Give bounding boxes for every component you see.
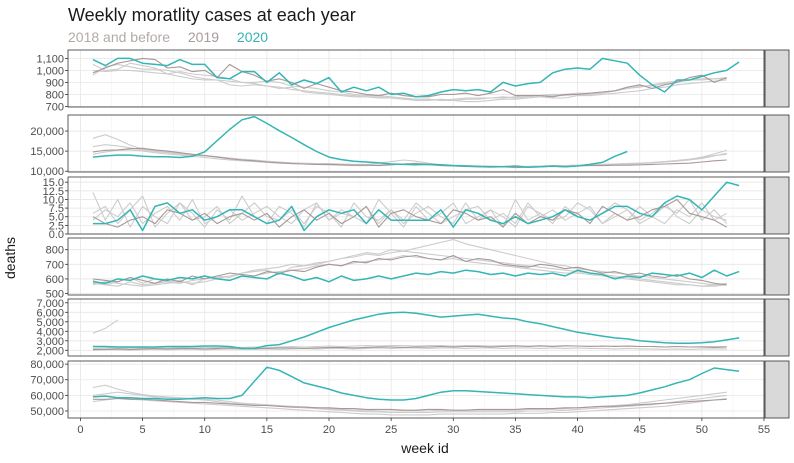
y-tick-label: 1,000 (36, 65, 64, 77)
x-tick-label: 10 (199, 424, 211, 436)
y-tick-label: 2.5 (49, 220, 64, 232)
y-tick-label: 15,000 (30, 146, 64, 158)
legend-label-2019: 2019 (187, 29, 220, 45)
y-tick-label: 5.0 (49, 212, 64, 224)
y-tick-label: 12.5 (43, 186, 64, 198)
y-tick-label: 5,000 (36, 317, 64, 329)
facet-strip (764, 176, 790, 235)
x-tick-label: 15 (261, 424, 273, 436)
series-line-before-2 (92, 347, 727, 351)
y-tick-label: 700 (46, 101, 64, 113)
y-tick-label: 800 (46, 89, 64, 101)
y-tick-label: 6,000 (36, 307, 64, 319)
series-line-before-2 (92, 69, 727, 101)
x-tick-label: 35 (509, 424, 521, 436)
legend-label-2020: 2020 (236, 29, 269, 45)
x-tick-label: 0 (77, 424, 83, 436)
series-line-2019 (92, 397, 727, 411)
series-line-before-1 (92, 63, 727, 103)
panel-background (68, 361, 764, 418)
series-group (92, 238, 740, 287)
series-line-2019 (92, 57, 727, 98)
series-line-before-0 (92, 238, 727, 286)
series-group (92, 57, 740, 103)
series-group (92, 181, 740, 232)
y-tick-label: 600 (46, 274, 64, 286)
series-line-before-0 (92, 384, 727, 412)
legend-label-before: 2018 and before (68, 29, 170, 45)
y-tick-label: 4,000 (36, 326, 64, 338)
x-tick-label: 50 (696, 424, 708, 436)
y-axis-title: deaths (2, 237, 18, 279)
y-tick-label: 700 (46, 259, 64, 271)
panel-2: 0.02.55.07.510.012.515.0Liechtenstein (43, 176, 790, 241)
y-tick-label: 80,000 (30, 359, 64, 371)
series-line-2019 (92, 345, 727, 350)
facet-strip (764, 49, 790, 108)
y-tick-label: 10.0 (43, 194, 64, 206)
y-tick-label: 900 (46, 77, 64, 89)
series-line-2020 (92, 57, 740, 98)
legend: 2018 and before 2019 2020 (68, 29, 282, 45)
series-group (92, 115, 727, 169)
panel-background (68, 177, 764, 234)
y-tick-label: 500 (46, 289, 64, 301)
y-tick-label: 10,000 (30, 166, 64, 178)
y-tick-label: 70,000 (30, 375, 64, 387)
panel-border (67, 298, 765, 357)
series-group (92, 366, 740, 416)
series-line-2019 (92, 198, 727, 228)
series-line-2020 (92, 311, 740, 350)
series-line-2020 (92, 115, 628, 168)
panel-border (67, 49, 765, 108)
series-line-before-2 (92, 397, 727, 416)
y-tick-label: 60,000 (30, 390, 64, 402)
x-tick-label: 40 (571, 424, 583, 436)
y-tick-label: 3,000 (36, 336, 64, 348)
panel-3: 500600700800New Zealand (46, 237, 790, 301)
series-line-2020 (92, 181, 740, 232)
series-line-2020 (92, 366, 740, 401)
series-group (92, 311, 740, 351)
x-tick-label: 25 (385, 424, 397, 436)
panel-border (67, 176, 765, 235)
x-tick-label: 45 (634, 424, 646, 436)
panel-border (67, 237, 765, 296)
y-tick-label: 2,000 (36, 345, 64, 357)
series-line-2020 (92, 269, 740, 285)
series-line-2019 (92, 147, 727, 169)
series-line-before-1 (92, 391, 727, 414)
x-tick-label: 5 (140, 424, 146, 436)
y-tick-label: 1,100 (36, 53, 64, 65)
x-tick-label: 30 (447, 424, 459, 436)
facet-strip (764, 237, 790, 296)
x-tick-label: 55 (758, 424, 770, 436)
y-tick-label: 50,000 (30, 406, 64, 418)
x-tick-label: 20 (323, 424, 335, 436)
x-axis-title: week id (400, 440, 448, 456)
y-tick-label: 7,000 (36, 298, 64, 310)
panel-border (67, 114, 765, 173)
facet-strip (764, 298, 790, 357)
series-line-before-2 (92, 198, 727, 225)
chart-title: Weekly moratlity cases at each year (68, 5, 356, 25)
y-tick-label: 7.5 (49, 203, 64, 215)
y-tick-label: 0.0 (49, 229, 64, 241)
series-line-before-0 (92, 319, 119, 334)
y-tick-label: 20,000 (30, 126, 64, 138)
facet-strip (764, 114, 790, 173)
facet-strip (764, 360, 790, 419)
panel-background (68, 238, 764, 295)
y-tick-label: 15.0 (43, 177, 64, 189)
panel-border (67, 360, 765, 419)
y-tick-label: 800 (46, 245, 64, 257)
